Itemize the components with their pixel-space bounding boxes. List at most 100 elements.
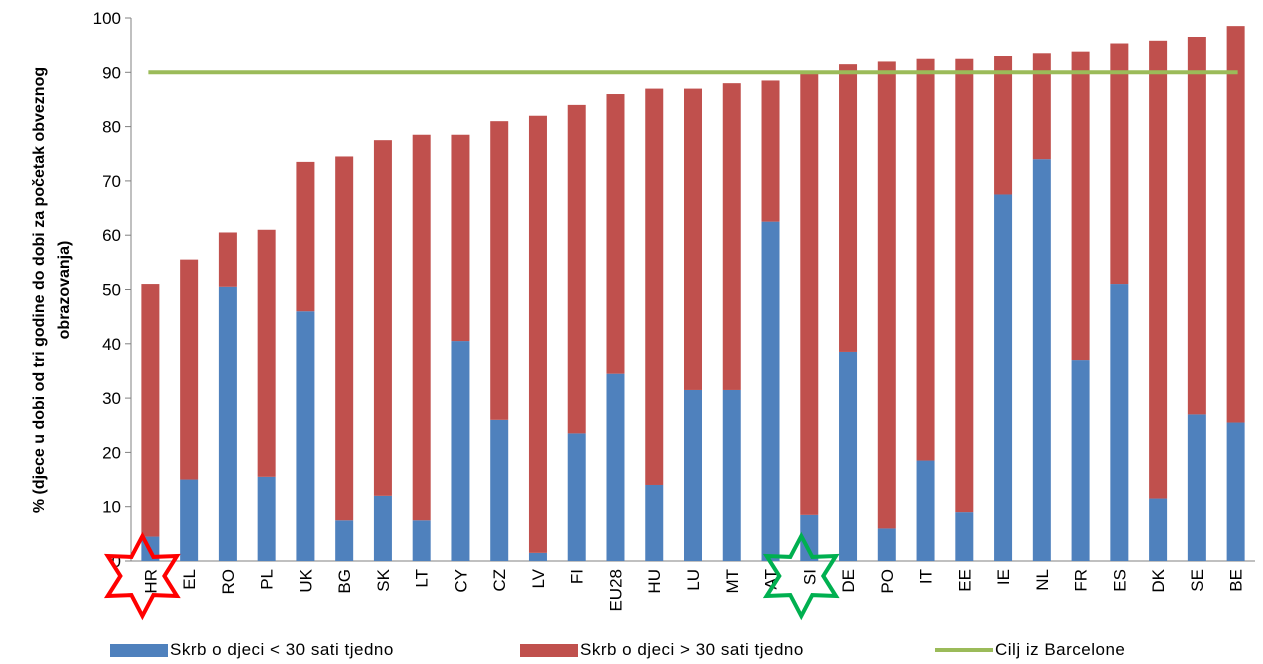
y-axis-label-line-1: % (djece u dobi od tri godine do dobi za… bbox=[31, 67, 48, 513]
chart-bars bbox=[141, 26, 1245, 561]
x-tick-label-it: IT bbox=[917, 569, 936, 584]
x-tick-label-fr: FR bbox=[1072, 569, 1091, 592]
bar-segment-over-30-de bbox=[839, 64, 858, 352]
y-axis-label-line-2: obrazovanja) bbox=[56, 241, 73, 340]
bar-segment-over-30-lv bbox=[528, 115, 547, 553]
bar-segment-under-30-at bbox=[761, 221, 780, 561]
bar-segment-over-30-lu bbox=[684, 88, 702, 390]
x-tick-label-be: BE bbox=[1227, 569, 1246, 592]
bar-segment-under-30-ie bbox=[994, 194, 1013, 561]
bar-segment-under-30-mt bbox=[722, 389, 741, 561]
x-tick-label-hu: HU bbox=[645, 569, 664, 594]
bar-segment-over-30-sk bbox=[373, 140, 392, 496]
bar-segment-under-30-fi bbox=[567, 433, 586, 561]
bar-segment-over-30-nl bbox=[1032, 53, 1051, 160]
x-tick-label-lu: LU bbox=[684, 569, 703, 591]
bar-segment-over-30-ro bbox=[218, 232, 237, 287]
bar-segment-under-30-cy bbox=[451, 341, 470, 561]
x-tick-labels: HR EL RO PL UK BG SK LT CY CZ LV FI EU28 HU LU MT AT SI DE… bbox=[141, 568, 1245, 611]
bar-segment-over-30-fi bbox=[567, 104, 586, 434]
bar-segment-over-30-cz bbox=[490, 121, 509, 420]
bar-segment-under-30-si bbox=[800, 514, 819, 561]
bar-segment-under-30-es bbox=[1110, 284, 1129, 561]
x-tick-label-eu28: EU28 bbox=[606, 569, 625, 612]
bar-segment-under-30-ee bbox=[955, 512, 974, 561]
y-tick-label: 30 bbox=[102, 389, 121, 408]
bar-segment-over-30-lt bbox=[412, 134, 431, 521]
y-tick-label: 50 bbox=[102, 281, 121, 300]
legend-swatch-blue bbox=[110, 643, 168, 657]
legend-item-over-30: Skrb o djeci > 30 sati tjedno bbox=[520, 640, 804, 660]
bar-segment-under-30-el bbox=[180, 479, 199, 561]
bar-segment-over-30-it bbox=[916, 58, 935, 461]
bar-segment-over-30-es bbox=[1110, 43, 1129, 285]
x-tick-label-bg: BG bbox=[335, 569, 354, 594]
bar-segment-under-30-se bbox=[1187, 414, 1206, 561]
bar-segment-over-30-si bbox=[800, 72, 819, 515]
bar-segment-under-30-be bbox=[1226, 422, 1245, 561]
bar-segment-under-30-hu bbox=[645, 484, 664, 561]
legend-line-green bbox=[935, 648, 993, 652]
x-tick-label-dk: DK bbox=[1149, 568, 1168, 592]
y-tick-label: 40 bbox=[102, 335, 121, 354]
bar-segment-under-30-cz bbox=[490, 419, 509, 561]
x-tick-label-fi: FI bbox=[568, 569, 587, 584]
x-tick-label-cy: CY bbox=[451, 569, 470, 593]
x-tick-label-si: SI bbox=[800, 569, 819, 585]
bar-segment-over-30-pl bbox=[257, 229, 276, 477]
x-tick-label-ie: IE bbox=[994, 569, 1013, 585]
y-tick-label: 70 bbox=[102, 172, 121, 191]
bar-segment-over-30-at bbox=[761, 80, 780, 222]
x-tick-label-cz: CZ bbox=[490, 569, 509, 592]
y-tick-label: 20 bbox=[102, 443, 121, 462]
bar-segment-under-30-it bbox=[916, 460, 935, 561]
bar-segment-under-30-sk bbox=[373, 495, 392, 561]
x-tick-label-pl: PL bbox=[258, 569, 277, 590]
x-tick-label-hr: HR bbox=[141, 569, 160, 594]
legend-label-over-30: Skrb o djeci > 30 sati tjedno bbox=[580, 640, 804, 659]
legend-item-under-30: Skrb o djeci < 30 sati tjedno bbox=[110, 640, 394, 660]
bar-segment-under-30-lt bbox=[412, 520, 431, 561]
x-tick-label-po: PO bbox=[878, 569, 897, 594]
x-tick-label-lv: LV bbox=[529, 568, 548, 588]
bar-segment-over-30-se bbox=[1187, 37, 1206, 415]
bar-segment-under-30-po bbox=[877, 528, 896, 561]
bar-segment-under-30-ro bbox=[218, 286, 237, 561]
x-tick-label-sk: SK bbox=[374, 568, 393, 591]
y-tick-label: 60 bbox=[102, 226, 121, 245]
stacked-bar-chart: 0 10 20 30 40 50 60 70 80 90 100 HR EL RO PL UK BG SK LT C… bbox=[31, 9, 1255, 621]
bar-segment-under-30-pl bbox=[257, 476, 276, 561]
bar-segment-over-30-be bbox=[1226, 26, 1245, 423]
bar-segment-over-30-cy bbox=[451, 134, 470, 342]
chart-axes: 0 10 20 30 40 50 60 70 80 90 100 bbox=[93, 9, 1255, 571]
bar-segment-under-30-bg bbox=[335, 520, 354, 561]
bar-segment-over-30-ee bbox=[955, 58, 974, 513]
x-tick-label-el: EL bbox=[180, 569, 199, 590]
bar-segment-over-30-hu bbox=[645, 88, 664, 485]
bar-segment-over-30-el bbox=[180, 259, 199, 480]
y-tick-label: 10 bbox=[102, 498, 121, 517]
y-tick-label: 80 bbox=[102, 118, 121, 137]
bar-segment-under-30-uk bbox=[296, 311, 315, 561]
star-marker-hr bbox=[103, 531, 181, 621]
legend-label-barcelona: Cilj iz Barcelone bbox=[995, 640, 1126, 659]
x-tick-label-es: ES bbox=[1110, 569, 1129, 592]
bar-segment-over-30-mt bbox=[722, 83, 741, 390]
bar-segment-under-30-lv bbox=[528, 552, 547, 561]
legend-item-barcelona: Cilj iz Barcelone bbox=[935, 640, 1125, 660]
bar-segment-over-30-hr bbox=[141, 284, 160, 537]
star-markers bbox=[103, 531, 840, 621]
bar-segment-under-30-de bbox=[839, 351, 858, 561]
bar-segment-over-30-fr bbox=[1071, 51, 1090, 361]
bar-segment-over-30-dk bbox=[1149, 40, 1168, 499]
bar-segment-over-30-bg bbox=[335, 156, 354, 521]
bar-segment-under-30-lu bbox=[684, 389, 702, 561]
x-tick-label-mt: MT bbox=[723, 569, 742, 594]
x-tick-label-lt: LT bbox=[413, 569, 432, 588]
star-marker-si bbox=[762, 531, 840, 621]
y-tick-label: 100 bbox=[93, 9, 121, 28]
x-tick-label-ee: EE bbox=[955, 569, 974, 592]
x-tick-label-nl: NL bbox=[1033, 569, 1052, 591]
bar-segment-over-30-eu28 bbox=[606, 94, 625, 374]
x-tick-label-de: DE bbox=[839, 569, 858, 593]
